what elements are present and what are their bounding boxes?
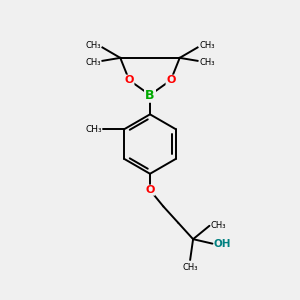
Text: CH₃: CH₃ (85, 58, 101, 68)
Text: CH₃: CH₃ (85, 125, 102, 134)
Text: O: O (124, 75, 134, 85)
Text: CH₃: CH₃ (85, 41, 101, 50)
Text: O: O (166, 75, 176, 85)
Text: CH₃: CH₃ (211, 221, 226, 230)
Text: B: B (145, 88, 155, 101)
Text: CH₃: CH₃ (182, 263, 198, 272)
Text: CH₃: CH₃ (199, 41, 214, 50)
Text: CH₃: CH₃ (199, 58, 214, 68)
Text: OH: OH (214, 238, 231, 249)
Text: O: O (145, 185, 155, 195)
